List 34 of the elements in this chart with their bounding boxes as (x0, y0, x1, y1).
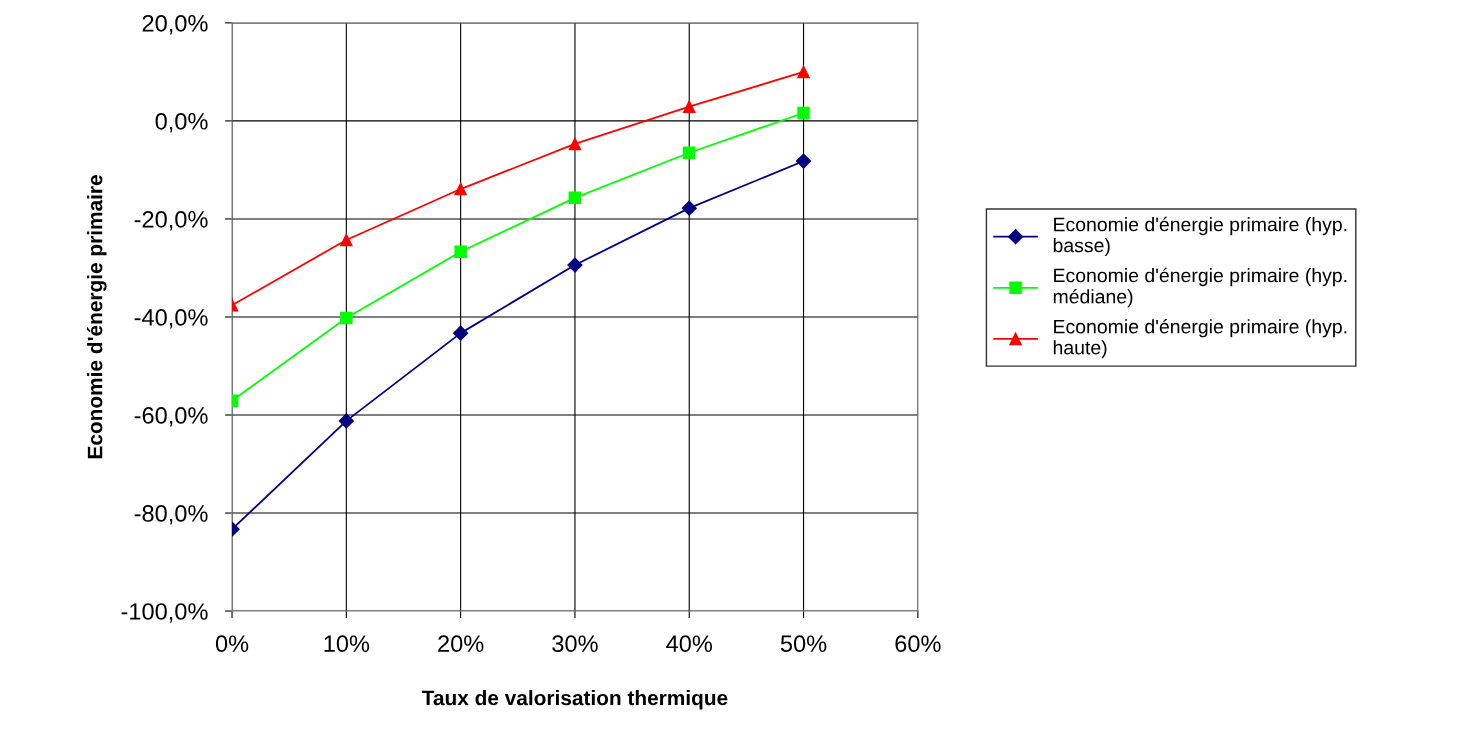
y-tick-label: -40,0% (134, 309, 208, 329)
legend-label: Economie d'énergie primaire (hyp. haute) (1053, 319, 1347, 359)
x-tick-label: 0% (215, 635, 249, 653)
point (454, 245, 467, 259)
x-axis-title: Taux de valorisation thermique (421, 690, 728, 710)
legend-label: Economie d'énergie primaire (hyp. médiane) (1053, 267, 1347, 308)
y-tick-label: -60,0% (134, 407, 208, 427)
point (797, 65, 810, 79)
point (682, 146, 696, 160)
point (681, 200, 697, 216)
point (453, 325, 469, 341)
legend-label: Economie d'énergie primaire (hyp. basse) (1053, 216, 1347, 257)
x-tick-label: 30% (552, 635, 598, 653)
point (682, 100, 696, 113)
point (340, 233, 353, 247)
y-tick-label: 0,0% (155, 112, 208, 133)
point (568, 137, 582, 151)
x-tick-label: 40% (666, 635, 713, 653)
point (567, 257, 583, 273)
point (340, 311, 353, 325)
y-tick-label: 20,0% (142, 14, 208, 35)
x-tick-label: 10% (324, 635, 370, 653)
y-tick-label: -100,0% (121, 603, 208, 623)
point (338, 413, 354, 429)
y-tick-label: -20,0% (134, 211, 208, 231)
point (795, 153, 812, 169)
point (568, 191, 582, 205)
x-tick-label: 50% (780, 635, 827, 653)
point (454, 182, 467, 196)
x-tick-label: 60% (895, 635, 941, 653)
y-tick-label: -80,0% (134, 505, 208, 525)
y-axis-title: Economie d'énergie primaire (86, 175, 107, 459)
x-tick-label: 20% (438, 635, 484, 653)
point (797, 106, 810, 120)
